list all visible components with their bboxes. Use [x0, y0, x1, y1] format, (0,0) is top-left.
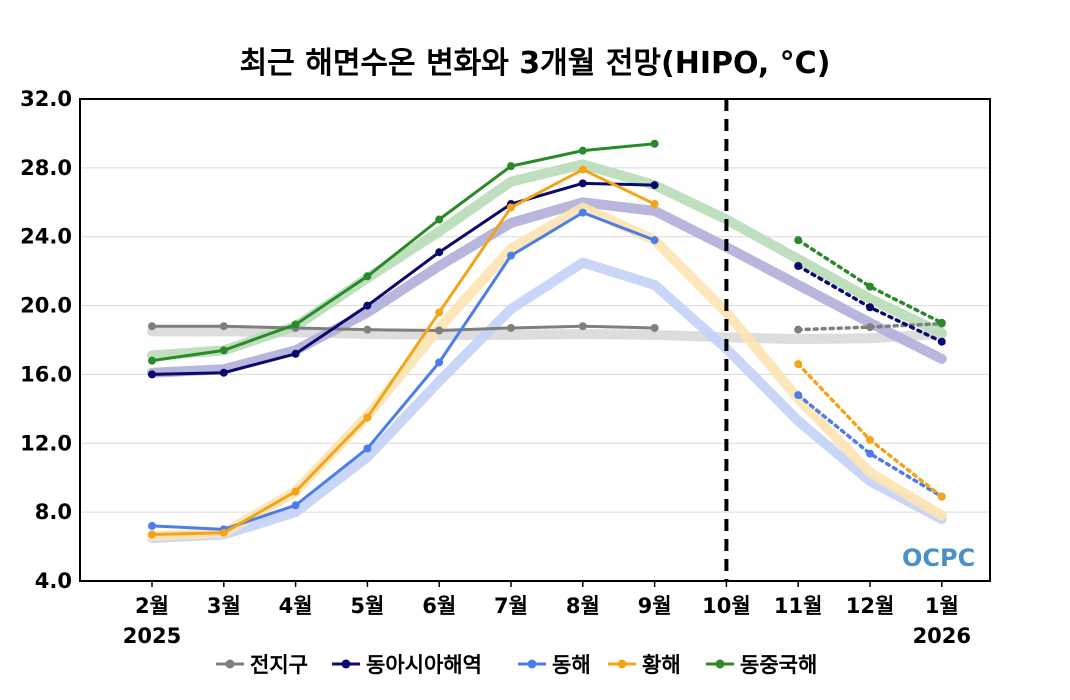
observed-point [291, 320, 300, 329]
x-tick-label: 12월 [846, 594, 895, 618]
observed-point [363, 444, 372, 453]
observed-point [363, 325, 372, 334]
legend-label: 전지구 [250, 653, 308, 677]
climatology-band [147, 202, 947, 542]
forecast-line [796, 238, 944, 325]
climatology-bands [147, 159, 947, 543]
observed-point [435, 358, 444, 367]
observed-point [435, 215, 444, 224]
observed-point [650, 181, 659, 190]
forecast-point [866, 303, 874, 312]
legend-marker [341, 659, 351, 669]
observed-point [219, 322, 228, 331]
legend-label: 황해 [642, 653, 681, 677]
observed-point [291, 349, 300, 358]
y-tick-label: 24.0 [20, 225, 72, 249]
y-tick-label: 4.0 [35, 569, 72, 593]
forecast-point [937, 492, 946, 501]
grid-lines [80, 167, 990, 513]
series-lines [148, 139, 946, 539]
observed-point [291, 501, 300, 510]
y-tick-label: 20.0 [20, 294, 72, 318]
observed-point [650, 323, 659, 332]
forecast-point [937, 337, 946, 346]
observed-point [435, 308, 444, 317]
x-tick-label: 4월 [279, 594, 313, 618]
observed-point [148, 530, 156, 539]
x-tick-label: 7월 [494, 594, 528, 618]
y-tick-label: 16.0 [20, 362, 72, 386]
observed-point [219, 528, 228, 537]
observed-point [148, 521, 156, 530]
forecast-point [794, 391, 803, 400]
x-year-label-start: 2025 [123, 624, 181, 648]
legend-label: 동해 [552, 653, 591, 677]
observed-point [219, 368, 228, 377]
forecast-point [794, 261, 803, 270]
observed-point [363, 413, 372, 422]
forecast-point [937, 318, 946, 327]
legend: 전지구 동아시아해역 동해 황해 동중국해 [216, 653, 817, 677]
observed-point [148, 322, 156, 331]
observed-point [435, 248, 444, 257]
observed-point [507, 323, 515, 332]
forecast-point [866, 449, 874, 458]
observed-point [363, 272, 372, 281]
observed-point [650, 139, 659, 148]
observed-point [578, 165, 587, 174]
legend-marker [527, 659, 537, 669]
forecast-point [866, 435, 874, 444]
y-tick-label: 32.0 [20, 87, 72, 111]
legend-label: 동중국해 [740, 653, 817, 677]
x-tick-label: 5월 [350, 594, 384, 618]
observed-line [151, 168, 656, 537]
forecast-point [794, 236, 803, 245]
x-tick-label: 1월 [925, 594, 959, 618]
observed-point [578, 208, 587, 217]
y-tick-label: 28.0 [20, 156, 72, 180]
x-tick-label: 9월 [638, 594, 672, 618]
observed-point [435, 326, 444, 335]
observed-point [148, 370, 156, 379]
x-tick-label: 2월 [135, 594, 169, 618]
x-tick-label: 6월 [422, 594, 456, 618]
x-tick-label: 10월 [702, 594, 751, 618]
observed-line [151, 142, 655, 363]
observed-point [148, 356, 156, 365]
observed-point [507, 251, 515, 260]
legend-marker [225, 659, 235, 669]
legend-label: 동아시아해역 [366, 653, 482, 677]
observed-point [578, 322, 587, 331]
climatology-band [147, 197, 947, 378]
observed-point [578, 146, 587, 155]
x-year-label-end: 2026 [913, 624, 971, 648]
observed-point [291, 487, 300, 496]
observed-line [151, 181, 655, 376]
chart-title: 최근 해면수온 변화와 3개월 전망(HIPO, °C) [239, 46, 831, 81]
legend-marker [617, 659, 627, 669]
y-tick-label: 8.0 [35, 500, 72, 524]
forecast-point [866, 323, 874, 332]
observed-point [219, 346, 228, 355]
observed-line [152, 324, 655, 333]
forecast-point [866, 282, 874, 291]
observed-point [578, 179, 587, 188]
observed-point [650, 200, 659, 209]
forecast-point [794, 325, 803, 334]
climatology-band [147, 257, 947, 543]
observed-point [650, 236, 659, 245]
axis-ticks: 4.0 8.0 12.0 16.0 20.0 24.0 28.0 32.0 2월 3월 4월 5월 6월… [20, 87, 971, 648]
plot-area-frame [79, 98, 991, 582]
x-tick-label: 11월 [774, 594, 823, 618]
x-tick-label: 3월 [207, 594, 241, 618]
observed-point [507, 203, 515, 212]
forecast-point [794, 360, 803, 369]
ocpc-logo: OCPC [902, 544, 975, 572]
x-tick-label: 8월 [566, 594, 600, 618]
legend-marker [715, 659, 725, 669]
observed-point [363, 301, 372, 310]
y-tick-label: 12.0 [20, 431, 72, 455]
observed-point [507, 162, 515, 171]
